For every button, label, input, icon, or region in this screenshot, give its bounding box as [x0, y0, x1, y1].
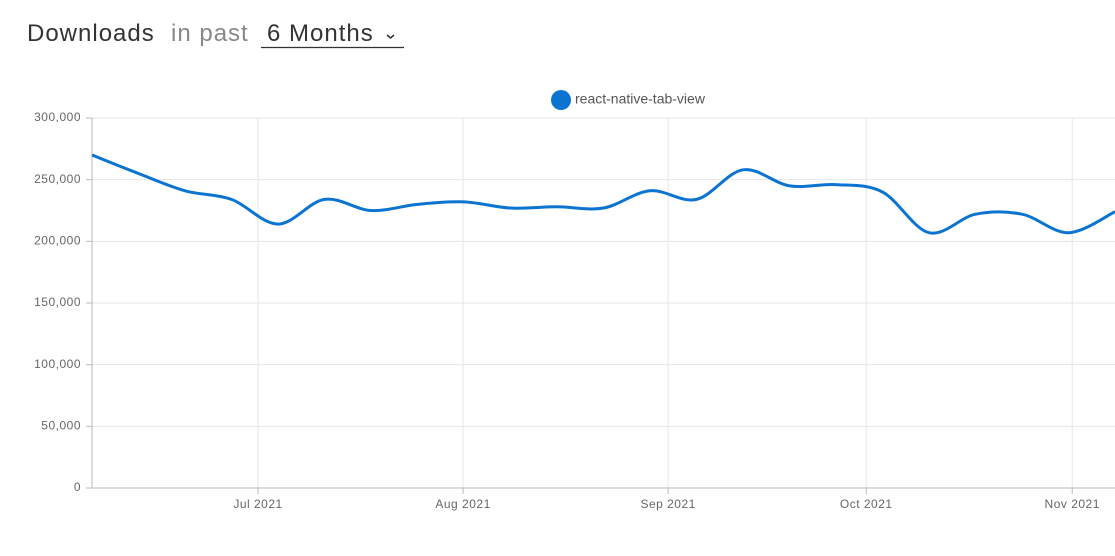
- x-tick-label: Jul 2021: [233, 497, 282, 511]
- y-tick-label: 300,000: [34, 110, 81, 124]
- header-connector: in past: [171, 20, 249, 47]
- series-line: [91, 153, 1115, 235]
- y-tick-label: 50,000: [41, 419, 81, 433]
- x-tick-label: Aug 2021: [435, 497, 490, 511]
- y-tick-label: 250,000: [34, 172, 81, 186]
- header-title: Downloads: [27, 20, 155, 47]
- y-tick-label: 200,000: [34, 234, 81, 248]
- y-tick-label: 0: [74, 480, 81, 494]
- x-tick-label: Sep 2021: [640, 497, 695, 511]
- period-label[interactable]: 6 Months: [267, 20, 374, 47]
- period-dropdown[interactable]: 6 Months: [261, 20, 404, 49]
- legend-label: react-native-tab-view: [575, 91, 706, 107]
- y-tick-label: 100,000: [34, 357, 81, 371]
- legend-swatch: [551, 90, 571, 110]
- y-tick-label: 150,000: [34, 295, 81, 309]
- x-tick-label: Nov 2021: [1045, 497, 1100, 511]
- x-tick-label: Oct 2021: [840, 497, 893, 511]
- chevron-icon[interactable]: [386, 34, 395, 39]
